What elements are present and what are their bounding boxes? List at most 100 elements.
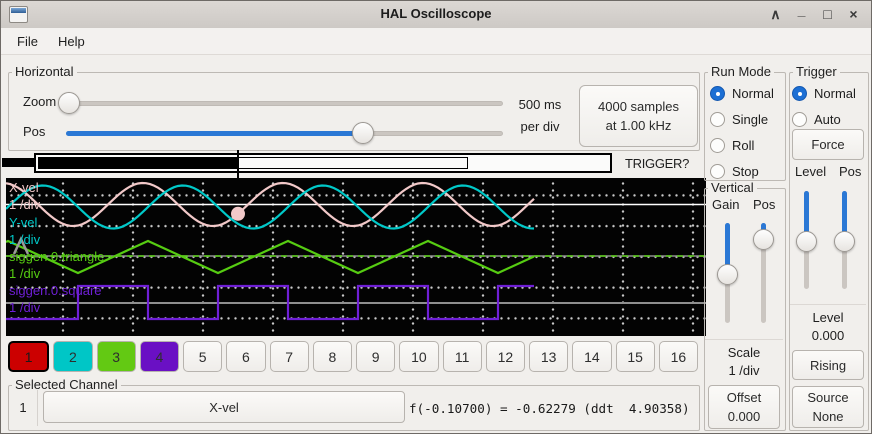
vertical-gain-label: Gain <box>712 197 740 212</box>
trigger-pos-slider[interactable] <box>834 189 856 291</box>
channel1-scale-label: 1 /div <box>9 197 41 212</box>
vertical-pos-slider[interactable] <box>753 221 775 325</box>
zoom-slider-handle[interactable] <box>58 92 80 114</box>
channel-button-16[interactable]: 16 <box>658 341 698 372</box>
trigger-hint-label: TRIGGER? <box>625 156 690 171</box>
trigger-radio-normal[interactable]: Normal <box>792 85 856 102</box>
run-mode-radio-single[interactable]: Single <box>710 111 768 128</box>
vertical-scale-label: Scale <box>727 345 761 360</box>
channel3-scale-label: 1 /div <box>9 266 41 281</box>
trigger-pos-slider-label: Pos <box>839 164 862 179</box>
trigger-bar-fill <box>38 157 239 169</box>
vertical-pos-label: Pos <box>753 197 776 212</box>
channel-value-readout: f(-0.10700) = -0.62279 (ddt 4.90358) <box>409 401 690 416</box>
trigger-group-label: Trigger <box>793 65 840 79</box>
time-per-div-readout: 500 ms per div <box>518 97 562 134</box>
channel2-scale-label: 1 /div <box>9 232 41 247</box>
channel2-name-label: Y-vel <box>9 215 38 230</box>
run-mode-radio-normal[interactable]: Normal <box>710 85 774 102</box>
selected-channel-group <box>8 385 700 431</box>
window-controls: ∧ _ □ × <box>764 1 865 27</box>
radio-icon <box>710 138 725 153</box>
channel-button-5[interactable]: 5 <box>183 341 223 372</box>
channel4-scale-label: 1 /div <box>9 300 41 315</box>
trigger-source-button[interactable]: Source None <box>792 386 864 428</box>
vertical-separator <box>705 339 783 340</box>
horizontal-group-label: Horizontal <box>12 65 77 79</box>
channel-button-12[interactable]: 12 <box>485 341 525 372</box>
scope-traces <box>6 181 706 321</box>
channel-button-14[interactable]: 14 <box>572 341 612 372</box>
offset-marker-icon <box>12 236 30 255</box>
channel-button-6[interactable]: 6 <box>226 341 266 372</box>
channel-button-8[interactable]: 8 <box>312 341 352 372</box>
run-mode-radio-roll[interactable]: Roll <box>710 137 754 154</box>
channel4-name-label: siggen.0.square <box>9 283 102 298</box>
trace-y-vel <box>6 184 535 230</box>
channel-button-9[interactable]: 9 <box>356 341 396 372</box>
channel-button-7[interactable]: 7 <box>269 341 309 372</box>
channel-button-10[interactable]: 10 <box>399 341 439 372</box>
trigger-bar-stub <box>2 158 34 167</box>
channel-button-11[interactable]: 11 <box>442 341 482 372</box>
window-icon <box>9 6 28 23</box>
channel-button-1[interactable]: 1 <box>8 341 50 372</box>
vertical-group-label: Vertical <box>708 181 757 195</box>
pos-slider-handle[interactable] <box>352 122 374 144</box>
trigger-separator <box>790 304 866 305</box>
scope-display[interactable]: X-vel 1 /div Y-vel 1 /div siggen.0.trian… <box>6 178 706 336</box>
trigger-level-slider[interactable] <box>796 189 818 291</box>
run-mode-radio-stop[interactable]: Stop <box>710 163 759 180</box>
trigger-force-button[interactable]: Force <box>792 129 864 160</box>
channel-source-button[interactable]: X-vel <box>43 391 405 423</box>
shade-icon[interactable]: ∧ <box>770 5 781 22</box>
trigger-point-marker <box>231 206 245 221</box>
zoom-slider-track[interactable] <box>61 101 503 106</box>
titlebar[interactable]: HAL Oscilloscope ∧ _ □ × <box>1 1 871 29</box>
channel-button-13[interactable]: 13 <box>529 341 569 372</box>
run-mode-group-label: Run Mode <box>708 65 774 79</box>
trigger-level-slider-handle[interactable] <box>796 231 817 252</box>
trigger-level-value: 0.000 <box>811 328 845 343</box>
channel-button-4[interactable]: 4 <box>139 341 179 372</box>
trigger-pos-slider-handle[interactable] <box>834 231 855 252</box>
horizontal-group <box>8 72 700 151</box>
channel-button-15[interactable]: 15 <box>615 341 655 372</box>
channel3-name-label: siggen.0.triangle <box>9 249 105 264</box>
selected-channel-number: 1 <box>19 400 27 415</box>
selected-channel-divider <box>37 390 38 426</box>
menu-help[interactable]: Help <box>57 33 85 49</box>
trigger-level-slider-label: Level <box>795 164 827 179</box>
radio-icon <box>710 112 725 127</box>
trace-square <box>6 284 534 321</box>
trigger-position-marker[interactable] <box>237 150 239 178</box>
minimize-icon[interactable]: _ <box>797 2 806 18</box>
menu-file[interactable]: File <box>17 33 38 49</box>
vertical-gain-slider-handle[interactable] <box>717 264 738 285</box>
vertical-pos-slider-handle[interactable] <box>753 229 774 250</box>
vertical-gain-slider[interactable] <box>717 221 739 325</box>
samples-rate-button[interactable]: 4000 samples at 1.00 kHz <box>579 85 698 147</box>
radio-icon <box>792 112 807 127</box>
radio-checked-icon <box>710 86 725 101</box>
vertical-scale-value: 1 /div <box>728 363 760 378</box>
window-title: HAL Oscilloscope <box>380 6 492 21</box>
pos-slider-label: Pos <box>23 124 46 139</box>
trigger-level-label: Level <box>812 310 844 325</box>
maximize-icon[interactable]: □ <box>823 6 832 22</box>
trace-x-vel <box>6 181 535 228</box>
pos-slider-fill <box>66 131 363 136</box>
channel-button-2[interactable]: 2 <box>53 341 93 372</box>
menubar: File Help <box>1 28 871 55</box>
selected-channel-group-label: Selected Channel <box>12 378 121 392</box>
trigger-edge-button[interactable]: Rising <box>792 350 864 380</box>
trace-triangle <box>6 239 535 275</box>
channel-button-3[interactable]: 3 <box>96 341 136 372</box>
vertical-offset-button[interactable]: Offset 0.000 <box>708 385 780 429</box>
trigger-radio-auto[interactable]: Auto <box>792 111 841 128</box>
channel-button-row: 1 2 3 4 5 6 7 8 9 10 11 12 13 14 15 16 <box>8 341 698 372</box>
zoom-slider-label: Zoom <box>23 94 57 109</box>
radio-icon <box>710 164 725 179</box>
close-icon[interactable]: × <box>849 6 858 22</box>
